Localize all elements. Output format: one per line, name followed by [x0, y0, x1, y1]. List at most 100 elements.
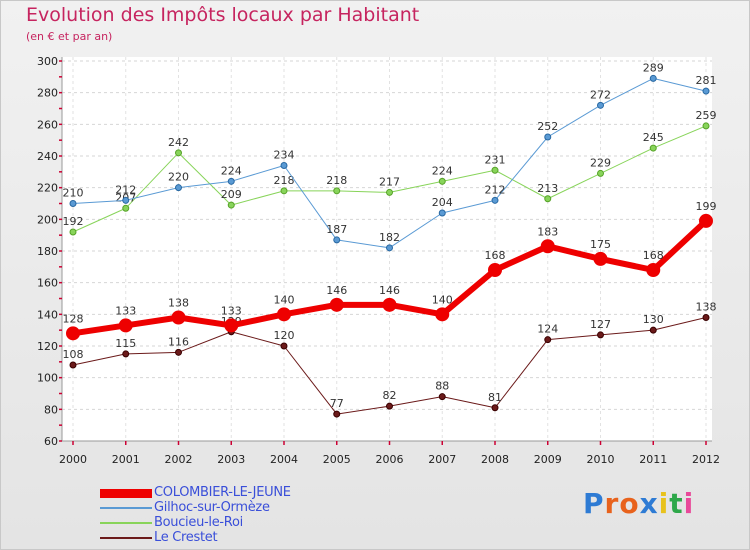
data-point [491, 166, 499, 174]
series-colombier-le-jeune: 128 133 138 133 140 146 146 140 168 183 175 168 199 [63, 200, 717, 341]
y-tick-label: 100 [37, 372, 58, 385]
data-label: 234 [274, 149, 295, 162]
data-label: 146 [326, 284, 347, 297]
x-tick-label: 2012 [692, 453, 720, 466]
data-label: 77 [330, 397, 344, 410]
data-point [280, 162, 288, 169]
logo-letter: P [583, 487, 605, 520]
data-label: 204 [432, 196, 453, 209]
data-label: 127 [590, 318, 611, 331]
legend-swatch [100, 522, 152, 524]
data-point [544, 336, 552, 344]
data-label: 192 [63, 215, 84, 228]
data-point [597, 169, 604, 177]
data-label: 133 [115, 304, 136, 317]
logo-letter: i [683, 487, 695, 520]
data-label: 217 [379, 175, 400, 188]
data-label: 224 [432, 164, 453, 177]
logo-letter: t [669, 487, 684, 520]
data-label: 212 [485, 183, 506, 196]
chart-title: Evolution des Impôts locaux par Habitant [26, 4, 420, 26]
y-tick-label: 200 [37, 213, 58, 226]
data-label: 210 [63, 187, 84, 200]
data-point [438, 177, 446, 185]
legend-swatch [100, 507, 152, 509]
data-label: 168 [643, 249, 664, 262]
logo-letter: r [604, 487, 620, 520]
data-label: 281 [696, 74, 717, 87]
x-tick-label: 2002 [165, 453, 193, 466]
data-label: 199 [696, 200, 717, 213]
data-point [227, 201, 235, 209]
data-point [699, 213, 713, 228]
data-label: 289 [643, 61, 664, 74]
legend-swatch [100, 488, 152, 498]
data-point [69, 228, 77, 236]
legend-label: Boucieu-le-Roi [154, 515, 243, 530]
data-label: 108 [63, 348, 84, 361]
data-point [597, 331, 604, 339]
data-label: 218 [326, 174, 347, 187]
data-point [171, 310, 186, 325]
data-label: 231 [485, 153, 506, 166]
data-label: 209 [221, 188, 242, 201]
y-tick-label: 60 [44, 435, 58, 448]
logo-letter: x [639, 487, 659, 520]
data-point [386, 188, 393, 196]
proxiti-logo: Proxiti [583, 487, 694, 520]
data-label: 175 [590, 238, 611, 251]
data-point [122, 350, 130, 358]
data-point [122, 196, 130, 204]
data-label: 133 [221, 304, 242, 317]
data-point [118, 318, 133, 333]
data-point [597, 101, 604, 109]
data-label: 140 [274, 293, 295, 306]
data-point [386, 244, 393, 252]
data-label: 212 [115, 183, 136, 196]
data-point [593, 251, 608, 266]
series-gilhoc-sur-orm-ze: 210 212 220 224 234 187 182 204 212 252 272 289 281 [63, 61, 717, 252]
data-label: 187 [326, 223, 347, 236]
data-point [69, 361, 77, 369]
data-label: 229 [590, 156, 611, 169]
series-boucieu-le-roi: 192207242209218218217224231213229245259 [63, 109, 717, 236]
data-point [649, 144, 657, 152]
data-point [491, 196, 499, 204]
y-tick-label: 280 [37, 87, 58, 100]
y-tick-label: 80 [44, 403, 58, 416]
x-tick-label: 2001 [112, 453, 140, 466]
data-label: 115 [115, 337, 136, 350]
legend-label: Le Crestet [154, 530, 218, 545]
data-point [435, 307, 450, 322]
data-label: 272 [590, 88, 611, 101]
data-point [382, 297, 397, 312]
data-point [333, 187, 341, 195]
y-tick-label: 140 [37, 308, 58, 321]
data-label: 183 [537, 225, 558, 238]
data-label: 116 [168, 335, 189, 348]
data-label: 124 [537, 323, 558, 336]
x-tick-label: 2009 [534, 453, 562, 466]
data-label: 242 [168, 136, 189, 149]
data-point [702, 314, 710, 321]
legend-label: COLOMBIER-LE-JEUNE [154, 485, 291, 500]
y-tick-label: 160 [37, 277, 58, 290]
data-point [277, 307, 291, 322]
legend-swatch [100, 537, 152, 539]
data-label: 168 [485, 249, 506, 262]
y-tick-label: 240 [37, 150, 58, 163]
y-tick-label: 300 [37, 55, 58, 68]
data-point [69, 200, 77, 207]
data-point [280, 187, 288, 195]
chart-subtitle: (en € et par an) [26, 30, 113, 43]
data-point [649, 326, 657, 334]
data-label: 130 [643, 313, 664, 326]
data-point [175, 184, 182, 192]
data-label: 259 [696, 109, 717, 122]
data-point [702, 87, 710, 95]
series-le-crestet: 10811511612912077828881124127130138 [63, 301, 717, 418]
data-label: 88 [435, 380, 449, 393]
y-tick-label: 260 [37, 118, 58, 131]
data-label: 138 [168, 297, 189, 310]
data-point [329, 297, 344, 312]
